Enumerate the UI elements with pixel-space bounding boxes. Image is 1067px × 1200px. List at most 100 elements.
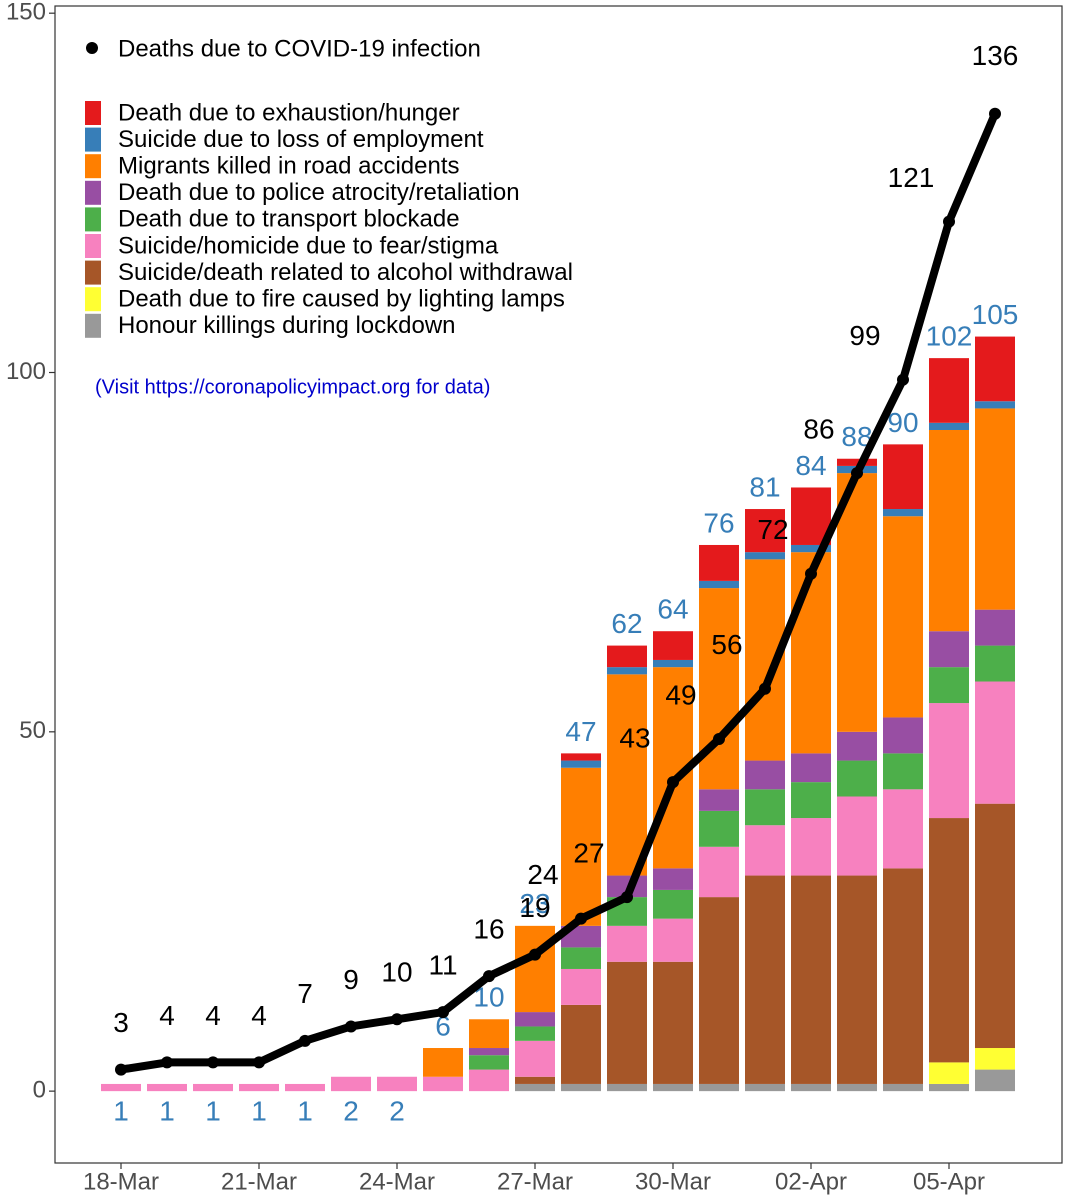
legend-label: Honour killings during lockdown [118,312,456,339]
legend-label: Suicide/death related to alcohol withdra… [118,259,573,286]
total-label: 90 [887,407,918,438]
bar-segment [791,875,831,1084]
bar-segment [699,588,739,790]
line-point [897,373,909,386]
bar-segment [561,753,601,761]
line-value-label: 99 [849,320,880,351]
line-point [667,776,679,789]
bar-segment [837,731,877,761]
total-label: 62 [611,608,642,639]
line-value-label: 72 [757,514,788,545]
bar-segment [469,1055,509,1070]
bar-segment [883,753,923,790]
legend-label: Death due to police atrocity/retaliation [118,179,520,206]
bar-segment [515,1012,555,1027]
bar-segment [699,544,739,581]
bar-segment [929,703,969,819]
legend-swatch [85,101,101,125]
line-value-label: 3 [113,1007,129,1038]
x-tick-label: 30-Mar [635,1168,711,1195]
line-value-label: 121 [888,162,935,193]
line-point [851,467,863,480]
line-point [161,1056,173,1069]
bar-segment [561,760,601,768]
bar-segment [653,918,693,962]
legend-label: Death due to exhaustion/hunger [118,99,460,126]
bar-segment [883,509,923,517]
line-value-label: 24 [527,859,558,890]
legend-label: Suicide due to loss of employment [118,126,484,153]
bar-segment [423,1076,463,1092]
legend-label: Suicide/homicide due to fear/stigma [118,232,499,259]
bar-segment [837,1083,877,1092]
line-point [391,1013,403,1026]
line-value-label: 136 [972,40,1019,71]
y-tick-label: 50 [19,717,46,744]
line-point [805,567,817,580]
bar-segment [147,1083,187,1092]
x-tick-label: 27-Mar [497,1168,573,1195]
bar-segment [975,1048,1015,1070]
bar-segment [653,961,693,1084]
line-value-label: 49 [665,679,696,710]
bar-segment [515,1040,555,1077]
bar-segment [101,1083,141,1092]
total-label: 2 [343,1096,359,1127]
bar-segment [745,789,785,826]
legend-label: Death due to fire caused by lighting lam… [118,286,565,313]
bar-segment [699,846,739,898]
bar-segment [285,1083,325,1092]
bar-segment [607,674,647,876]
line-point [529,948,541,961]
x-tick-label: 18-Mar [83,1168,159,1195]
total-label: 1 [113,1096,129,1127]
bar-segment [883,444,923,510]
x-tick-label: 05-Apr [913,1168,985,1195]
x-tick-label: 02-Apr [775,1168,847,1195]
bar-segment [975,609,1015,646]
bar-segment [883,1083,923,1092]
line-point [575,912,587,925]
bar-segment [653,868,693,890]
line-point [345,1020,357,1033]
y-tick-label: 100 [6,358,46,385]
line-value-label: 86 [803,414,834,445]
line-series [120,112,999,1074]
bar-segment [423,1048,463,1077]
line-point [253,1056,265,1069]
bar-segment [699,810,739,847]
total-label: 23 [519,888,550,919]
bar-segment [883,868,923,1084]
line-point [621,891,633,904]
total-label: 84 [795,450,826,481]
line-value-label: 4 [159,1000,175,1031]
total-label: 105 [972,299,1019,330]
legend-swatch [85,127,101,152]
bar-segment [745,509,785,553]
bar-segment [791,1083,831,1092]
bar-segment [469,1048,509,1056]
bar-segment [975,803,1015,1049]
bar-segment [791,544,831,553]
bar-segment [699,897,739,1084]
bar-segment [607,667,647,675]
legend-swatch [85,180,101,205]
bar-segment [975,645,1015,682]
total-label: 1 [297,1096,313,1127]
bar-segment [699,789,739,811]
bar-segment [837,760,877,797]
bar-segment [239,1083,279,1092]
bar-segment [607,961,647,1084]
bar-segment [745,552,785,560]
bar-segment [975,408,1015,610]
legend-box [72,24,642,342]
bar-segment [653,659,693,668]
bar-segment [791,818,831,876]
line-point [943,215,955,228]
line-point [989,107,1001,120]
total-label: 6 [435,1010,451,1041]
legend-swatch [85,287,101,312]
bar-segment [745,760,785,790]
bar-segment [929,1062,969,1084]
